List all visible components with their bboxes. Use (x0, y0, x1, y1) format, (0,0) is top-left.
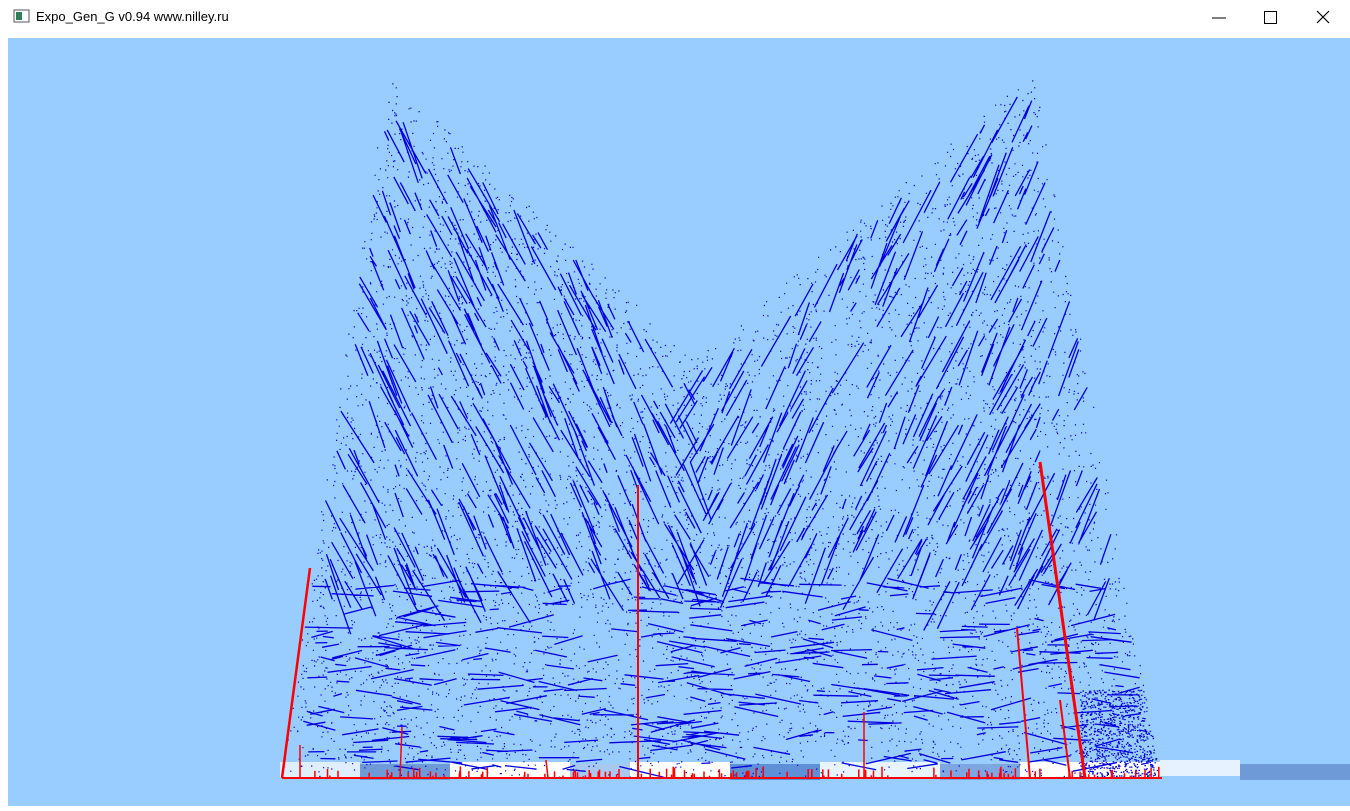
render-view (8, 38, 1350, 806)
red-rod (282, 568, 310, 778)
floor-band (450, 762, 570, 778)
floor-band (820, 762, 940, 778)
floor-band (1240, 764, 1350, 780)
window-title: Expo_Gen_G v0.94 www.nilley.ru (36, 9, 229, 24)
close-button[interactable] (1317, 11, 1329, 23)
floor-band (1160, 760, 1240, 776)
maximize-button[interactable] (1265, 12, 1277, 24)
floor-band (280, 762, 360, 778)
floor-band (630, 762, 730, 778)
line-strokes (303, 97, 1149, 777)
app-icon-part (16, 12, 22, 20)
app: Expo_Gen_G v0.94 www.nilley.ru (() => { … (0, 0, 1350, 806)
title-bar: Expo_Gen_G v0.94 www.nilley.ru (0, 0, 1350, 38)
scene (8, 38, 1350, 806)
